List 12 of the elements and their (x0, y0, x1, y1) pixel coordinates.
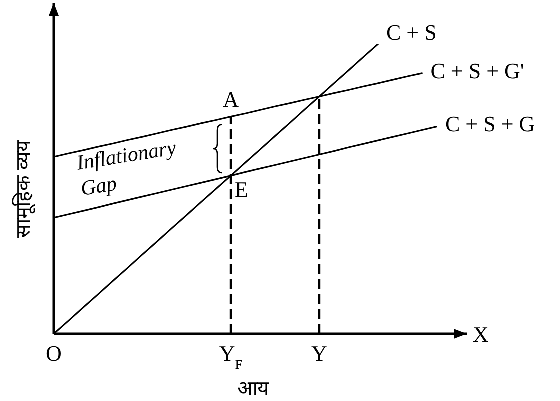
annotation: A (223, 86, 240, 112)
y-axis-title: सामूहिक व्यय (11, 140, 36, 238)
annotation: Inflationary Gap (74, 135, 179, 201)
x-tick-label: Y$_{F}$ (219, 341, 243, 372)
annotation: E (235, 176, 248, 202)
x-axis-title: आय (238, 376, 270, 400)
series-label: C + S + G' (430, 58, 524, 84)
x-tick-label: Y (312, 341, 328, 366)
series-label: C + S + G (446, 112, 536, 137)
series-label: C + S (386, 20, 437, 46)
text: X (473, 322, 489, 347)
x-tick-label: O (46, 341, 62, 366)
